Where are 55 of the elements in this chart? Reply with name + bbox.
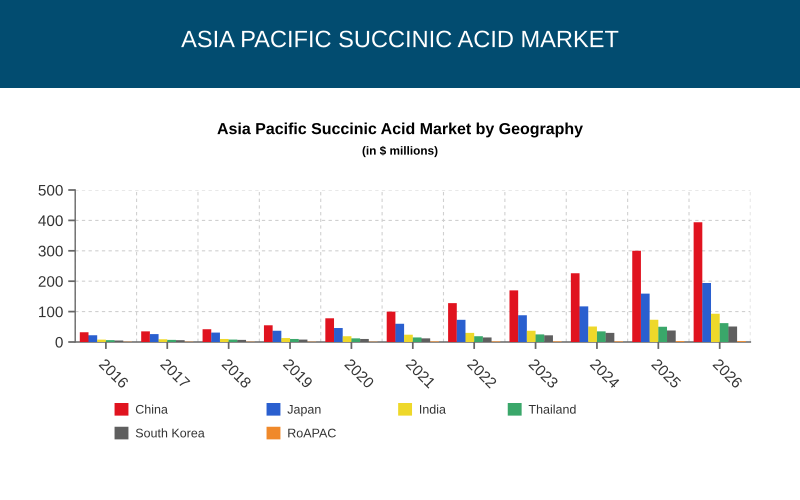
bar <box>281 338 290 342</box>
legend-label: China <box>136 404 168 414</box>
legend-label: Japan <box>287 405 320 416</box>
bar <box>474 336 483 342</box>
bar <box>272 330 282 342</box>
bar <box>588 326 597 342</box>
bar <box>640 294 650 342</box>
legend-label: RoAPAC <box>288 428 336 438</box>
y-tick-label: 0 <box>55 336 63 348</box>
bar <box>465 332 474 342</box>
y-tick-label: 300 <box>38 246 63 256</box>
bar <box>711 314 720 342</box>
y-tick-label: 200 <box>38 276 63 287</box>
bar <box>694 222 702 342</box>
bar <box>509 290 518 342</box>
bar <box>404 334 413 342</box>
bar <box>351 338 360 342</box>
bar <box>720 323 728 342</box>
y-tick-label: 100 <box>39 306 63 318</box>
bar <box>448 303 457 342</box>
bar <box>158 339 168 342</box>
y-tick-label: 500 <box>38 184 63 196</box>
bar <box>386 312 396 342</box>
bar <box>456 320 466 342</box>
bar <box>150 334 159 342</box>
bar <box>211 332 220 342</box>
legend-label: India <box>420 404 446 414</box>
bar <box>88 335 98 342</box>
chart-title: ASIA PACIFIC SUCCINIC ACID MARKET <box>181 30 618 48</box>
y-tick-label: 400 <box>38 215 63 226</box>
bar <box>264 325 273 342</box>
bar <box>220 338 229 342</box>
bar <box>325 318 334 342</box>
bar <box>570 273 580 342</box>
bar <box>702 283 712 342</box>
bar <box>412 337 422 342</box>
bar <box>395 324 404 342</box>
bar <box>342 336 352 342</box>
bar <box>632 250 641 342</box>
bar <box>658 326 668 342</box>
bar <box>80 332 88 342</box>
legend-label: Thailand <box>528 404 576 414</box>
bar <box>141 331 150 342</box>
bar <box>596 331 606 342</box>
bar <box>518 315 527 342</box>
bar <box>580 306 588 342</box>
bar <box>526 330 536 342</box>
legend-label: South Korea <box>136 428 205 438</box>
bar <box>536 334 544 342</box>
bar <box>650 320 658 342</box>
bar <box>202 329 212 342</box>
bar <box>334 328 343 342</box>
chart-subtitle: Asia Pacific Succinic Acid Market by Geography <box>217 122 583 138</box>
bar <box>290 338 299 342</box>
text: (in $ millions) <box>362 146 438 158</box>
